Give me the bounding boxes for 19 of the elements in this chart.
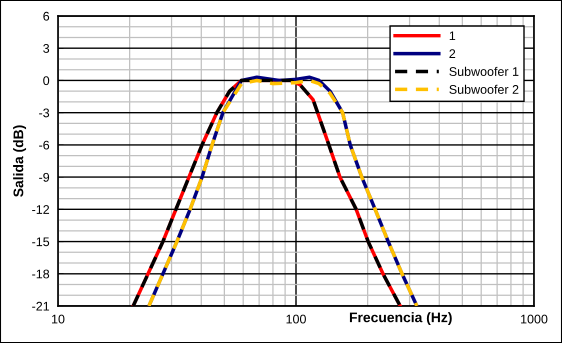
x-tick-label: 1000 [521,314,548,324]
y-tick-label: -18 [32,270,50,278]
x-axis-title: Frecuencia (Hz) [350,312,452,326]
y-tick-label: 6 [43,12,50,21]
legend-label: Subwoofer 1 [449,66,518,76]
legend-label: 2 [449,49,456,58]
y-tick-label: -15 [32,237,50,246]
y-tick-label: -6 [39,140,50,150]
x-tick-label: 10 [52,314,64,324]
y-tick-label: 3 [43,44,50,53]
y-tick-label: -12 [32,205,50,214]
x-tick-label: 100 [286,314,306,324]
y-tick-label: -21 [32,302,50,311]
legend-label: Subwoofer 2 [449,84,518,94]
legend-label: 1 [450,31,456,40]
y-axis-title: Salida (dB) [13,125,26,197]
y-tick-label: 0 [43,76,50,86]
y-tick-label: -3 [39,108,50,118]
y-tick-label: -9 [39,172,50,182]
